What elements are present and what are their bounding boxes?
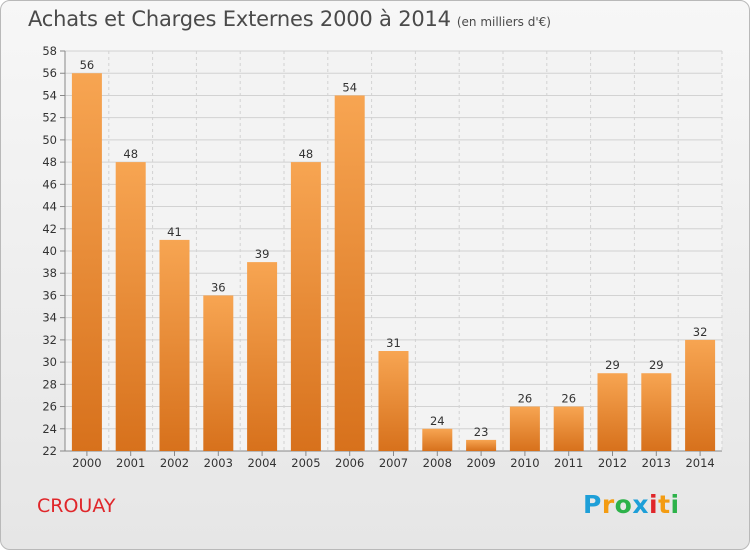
bar [115,162,146,451]
y-tick-label: 32 [42,333,57,347]
y-tick-label: 54 [42,88,57,102]
x-tick-label: 2011 [554,456,583,470]
bar [71,73,102,451]
bar [466,439,497,451]
y-tick-label: 58 [42,44,57,58]
x-tick-label: 2012 [598,456,627,470]
x-tick-label: 2009 [466,456,495,470]
y-tick-label: 24 [42,422,57,436]
x-tick-label: 2006 [335,456,364,470]
bar [378,351,409,451]
bar-value-label: 23 [474,425,489,439]
y-tick-label: 56 [42,66,57,80]
bar-value-label: 48 [123,147,138,161]
logo-letter: i [670,490,680,519]
logo-letter: i [649,490,659,519]
y-tick-label: 38 [42,266,57,280]
y-tick-label: 50 [42,133,57,147]
labels: 22 24 26 28 30 32 34 36 38 40 42 44 46 48 50 52 54 56 58 56… [42,44,714,470]
bar [422,428,453,451]
bar [159,239,190,451]
bar-value-label: 32 [693,325,708,339]
logo-letter: t [658,490,671,519]
x-tick-label: 2010 [510,456,539,470]
y-tick-label: 48 [42,155,57,169]
bar-value-label: 54 [342,80,357,94]
title-unit: (en milliers d'€) [456,15,551,29]
bar [203,295,234,451]
y-tick-label: 42 [42,222,57,236]
x-tick-label: 2014 [685,456,714,470]
x-tick-label: 2013 [642,456,671,470]
y-tick-label: 44 [42,200,57,214]
bar [247,262,278,451]
y-tick-label: 34 [42,311,57,325]
x-tick-label: 2000 [72,456,101,470]
bar-value-label: 56 [80,58,95,72]
chart-title: Achats et Charges Externes 2000 à 2014 (e… [28,7,551,31]
bar-value-label: 29 [649,358,664,372]
logo-letter: r [601,490,615,519]
bar-value-label: 36 [211,280,226,294]
bar [597,373,628,451]
bar [553,406,584,451]
bar-value-label: 48 [299,147,314,161]
logo-letter: P [583,490,602,519]
y-tick-label: 40 [42,244,57,258]
bars [71,73,716,451]
bar-value-label: 41 [167,225,182,239]
x-tick-label: 2007 [379,456,408,470]
bar [334,95,365,451]
y-tick-label: 28 [42,377,57,391]
y-tick-label: 26 [42,400,57,414]
x-tick-label: 2008 [423,456,452,470]
x-tick-label: 2002 [160,456,189,470]
x-tick-label: 2003 [204,456,233,470]
bar-value-label: 39 [255,247,270,261]
bar [641,373,672,451]
logo-letter: x [632,490,649,519]
title-main: Achats et Charges Externes 2000 à 2014 [28,7,451,31]
bar [290,162,321,451]
bar-value-label: 24 [430,414,445,428]
bar-value-label: 26 [561,392,576,406]
y-tick-label: 22 [42,444,57,458]
bar [509,406,540,451]
y-tick-label: 30 [42,355,57,369]
y-tick-label: 46 [42,177,57,191]
y-tick-label: 36 [42,288,57,302]
x-tick-label: 2005 [291,456,320,470]
bar-value-label: 26 [518,392,533,406]
proxiti-logo: Proxiti [583,490,680,519]
bar-value-label: 29 [605,358,620,372]
bar-value-label: 31 [386,336,401,350]
x-tick-label: 2004 [247,456,276,470]
city-name: CROUAY [37,495,116,517]
bar [685,339,716,451]
y-tick-label: 52 [42,111,57,125]
logo-letter: o [614,490,633,519]
x-tick-label: 2001 [116,456,145,470]
